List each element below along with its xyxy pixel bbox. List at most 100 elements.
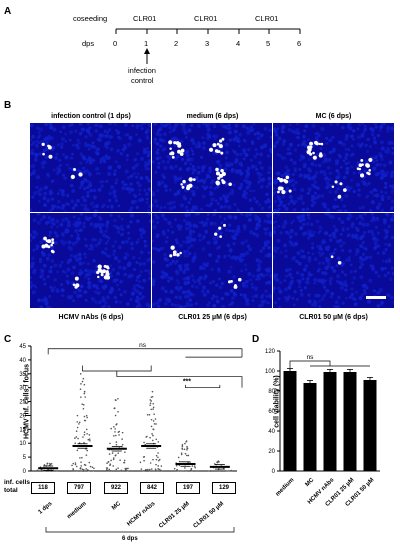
- nucleus: [138, 262, 143, 266]
- nucleus: [88, 247, 91, 251]
- nucleus: [227, 163, 231, 168]
- nucleus: [277, 224, 281, 228]
- data-point: [142, 456, 145, 458]
- infected-cell: [180, 148, 185, 153]
- nucleus: [252, 189, 256, 193]
- nucleus: [256, 131, 261, 136]
- nucleus: [219, 231, 223, 235]
- infected-cell: [337, 195, 342, 199]
- data-point: [196, 470, 199, 472]
- nucleus: [238, 132, 243, 137]
- nucleus: [309, 273, 313, 277]
- data-point: [109, 464, 111, 467]
- nucleus: [376, 216, 379, 220]
- nucleus: [378, 152, 382, 156]
- nucleus: [232, 275, 236, 279]
- nucleus: [206, 174, 210, 178]
- y-tick-label: 20: [19, 413, 26, 419]
- nucleus: [387, 225, 391, 228]
- infected-cell: [177, 151, 181, 154]
- nucleus: [154, 170, 158, 174]
- y-tick-label: 40: [19, 358, 26, 364]
- nucleus: [307, 158, 311, 161]
- y-tick-label: 100: [265, 369, 276, 375]
- nucleus: [328, 238, 333, 242]
- data-point: [151, 433, 153, 435]
- nucleus: [155, 301, 160, 305]
- nucleus: [48, 294, 52, 298]
- data-point: [149, 468, 151, 471]
- nucleus: [104, 229, 108, 233]
- nucleus: [133, 199, 138, 204]
- nucleus: [264, 200, 268, 204]
- nucleus: [260, 295, 264, 299]
- nucleus: [320, 126, 325, 131]
- nucleus: [117, 259, 121, 263]
- nucleus: [86, 217, 91, 222]
- nucleus: [261, 273, 266, 278]
- infected-cell: [343, 188, 347, 192]
- nucleus: [287, 272, 293, 277]
- nucleus: [301, 277, 305, 281]
- data-point: [56, 470, 58, 472]
- data-point: [76, 426, 79, 429]
- data-point: [160, 465, 163, 467]
- nucleus: [384, 267, 387, 270]
- nucleus: [194, 176, 199, 181]
- nucleus: [386, 149, 391, 154]
- nucleus: [201, 247, 206, 251]
- data-point: [152, 434, 154, 437]
- nucleus: [365, 150, 369, 154]
- nucleus: [301, 141, 306, 147]
- nucleus: [381, 250, 386, 255]
- nucleus: [231, 149, 235, 153]
- nucleus: [160, 180, 165, 185]
- nucleus: [382, 123, 387, 126]
- infected-cell: [181, 185, 185, 189]
- nucleus: [50, 197, 55, 201]
- nucleus: [32, 169, 36, 173]
- infected-cell: [180, 183, 183, 186]
- nucleus: [66, 267, 71, 272]
- nucleus: [31, 140, 36, 145]
- nucleus: [62, 242, 66, 246]
- nucleus: [315, 153, 319, 157]
- nucleus: [192, 141, 196, 145]
- nucleus: [202, 178, 207, 183]
- infected-cell: [277, 177, 281, 180]
- nucleus: [317, 293, 321, 298]
- nucleus: [143, 239, 147, 243]
- micrograph-clr01-25: [152, 213, 272, 308]
- nucleus: [163, 132, 167, 136]
- nucleus: [114, 181, 118, 185]
- nucleus: [56, 290, 60, 293]
- nucleus: [374, 156, 377, 160]
- nucleus: [51, 217, 55, 221]
- data-point: [82, 436, 84, 438]
- nucleus: [127, 142, 132, 147]
- infected-cell: [312, 151, 315, 155]
- nucleus: [178, 243, 183, 248]
- nucleus: [146, 258, 151, 263]
- nucleus: [278, 203, 283, 207]
- nucleus: [220, 281, 224, 285]
- data-point: [46, 462, 49, 465]
- nucleus: [75, 258, 80, 262]
- data-point: [112, 458, 115, 461]
- nucleus: [273, 186, 276, 191]
- nucleus: [313, 174, 317, 179]
- nucleus: [329, 276, 334, 281]
- nucleus: [40, 298, 45, 303]
- nucleus: [323, 293, 327, 297]
- nucleus: [348, 249, 352, 253]
- nucleus: [187, 235, 192, 240]
- nucleus: [155, 204, 159, 208]
- nucleus: [236, 136, 240, 141]
- nucleus: [251, 274, 256, 278]
- infected-cell: [219, 235, 222, 238]
- nucleus: [106, 254, 109, 258]
- y-tick-label: 40: [268, 429, 275, 435]
- nucleus: [113, 256, 118, 261]
- nucleus: [136, 172, 140, 175]
- nucleus: [289, 235, 293, 239]
